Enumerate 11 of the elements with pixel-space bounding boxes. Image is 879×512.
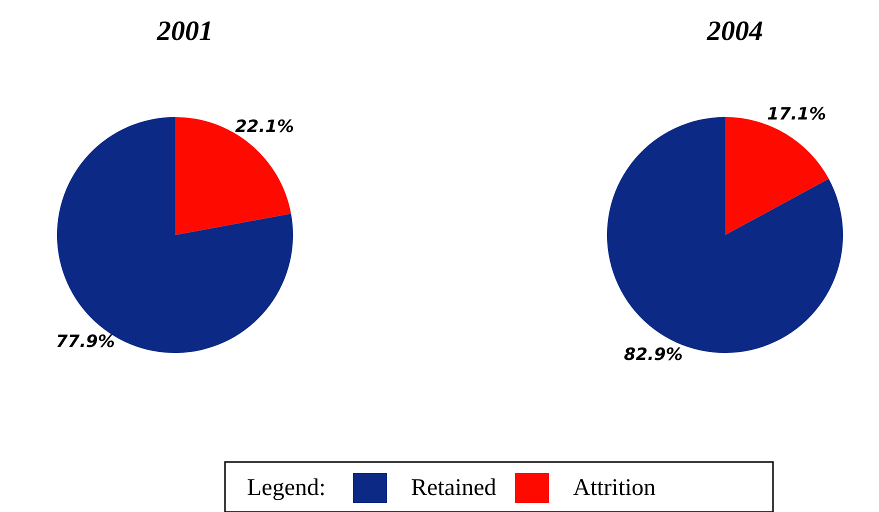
- data-label: 82.9%: [624, 344, 683, 365]
- pie-slice: [57, 117, 293, 353]
- chart-title: 2001: [156, 16, 213, 47]
- legend-title: Legend:: [247, 475, 326, 501]
- data-label: 17.1%: [767, 104, 826, 124]
- legend-label: Attrition: [573, 475, 656, 501]
- data-label: 77.9%: [56, 332, 115, 352]
- data-label: 22.1%: [235, 117, 294, 138]
- pie-slice: [175, 117, 292, 235]
- chart-title: 2004: [706, 16, 763, 47]
- legend-label: Retained: [411, 475, 496, 501]
